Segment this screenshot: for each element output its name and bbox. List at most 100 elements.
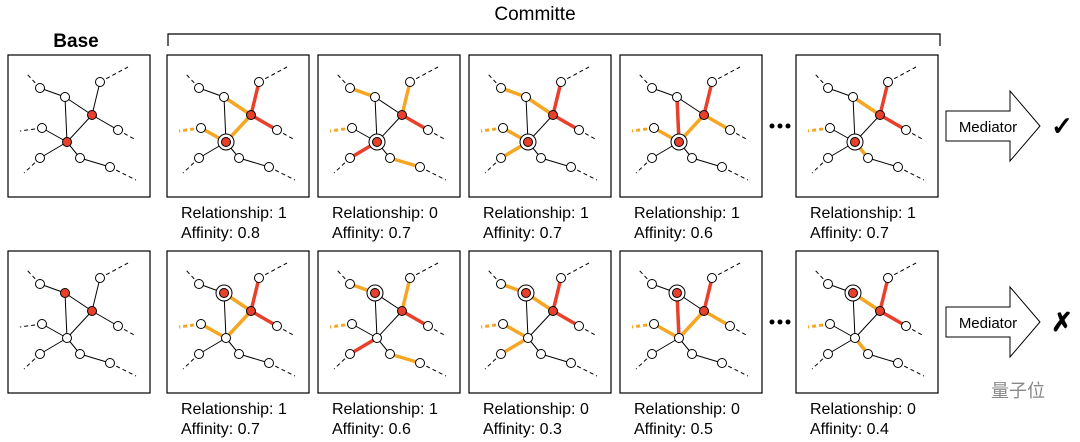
node (194, 83, 204, 93)
edge (500, 336, 529, 356)
node (37, 319, 47, 329)
node (707, 77, 717, 87)
node (35, 349, 45, 359)
ellipsis-dot (769, 319, 775, 325)
node (423, 321, 433, 331)
node (345, 153, 355, 163)
node (347, 319, 357, 329)
node (893, 162, 903, 172)
panel (166, 250, 310, 394)
node (35, 279, 45, 289)
panel (619, 54, 763, 198)
verdict: ✗ (1051, 307, 1073, 337)
node (113, 125, 123, 135)
dashed-edge (570, 166, 598, 181)
node (95, 273, 105, 283)
edge (867, 157, 899, 168)
node (105, 162, 115, 172)
ellipsis-dot (777, 123, 783, 129)
edge (702, 277, 714, 312)
dashed-edge (560, 66, 590, 83)
relationship-label: Relationship: 1 (634, 205, 740, 222)
edge (525, 95, 554, 117)
affinity-label: Affinity: 0.8 (181, 225, 260, 242)
edge (64, 292, 93, 312)
node (113, 321, 123, 331)
edge (238, 353, 270, 364)
node (62, 137, 72, 147)
edge (400, 81, 412, 116)
node (647, 279, 657, 289)
node (246, 306, 256, 316)
ellipsis-dot (777, 319, 783, 325)
node (901, 321, 911, 331)
node (372, 137, 382, 147)
node (556, 273, 566, 283)
node (347, 123, 357, 133)
node (272, 125, 282, 135)
edge (223, 95, 252, 117)
edge (552, 113, 580, 132)
dashed-edge (711, 66, 741, 83)
bracket (167, 33, 941, 46)
edge (827, 337, 856, 355)
edge (703, 309, 731, 328)
node (901, 125, 911, 135)
edge (91, 277, 101, 312)
edge (250, 113, 278, 132)
node (496, 279, 506, 289)
edge (64, 96, 68, 143)
dashed-edge (419, 166, 447, 181)
node (687, 349, 697, 359)
node (674, 137, 684, 147)
node (87, 110, 97, 120)
node (37, 123, 47, 133)
edge (676, 96, 705, 116)
panel (619, 250, 763, 394)
node (647, 83, 657, 93)
dashed-edge (268, 166, 296, 181)
node (850, 333, 860, 343)
edge (527, 310, 554, 339)
edge (691, 353, 723, 364)
edge (400, 277, 412, 312)
relationship-label: Relationship: 1 (181, 401, 287, 418)
edge (64, 292, 68, 339)
dashed-edge (268, 362, 296, 377)
dashed-edge (897, 362, 925, 377)
node (345, 83, 355, 93)
node (536, 153, 546, 163)
panel (468, 54, 612, 198)
edge (389, 156, 421, 169)
affinity-label: Affinity: 0.4 (810, 421, 889, 438)
node (405, 77, 415, 87)
edge (39, 141, 68, 159)
node (521, 288, 531, 298)
affinity-label: Affinity: 0.7 (181, 421, 260, 438)
node (823, 83, 833, 93)
node (272, 321, 282, 331)
node (385, 349, 395, 359)
node (687, 153, 697, 163)
relationship-label: Relationship: 0 (634, 401, 740, 418)
node (825, 123, 835, 133)
node (823, 279, 833, 289)
panel (795, 250, 939, 394)
committee-title: Committe (494, 4, 575, 25)
node (672, 92, 682, 102)
panel (468, 250, 612, 394)
edge (249, 277, 261, 312)
node (875, 110, 885, 120)
node (415, 358, 425, 368)
node (75, 153, 85, 163)
node (264, 162, 274, 172)
panel (317, 250, 461, 394)
affinity-label: Affinity: 0.7 (332, 225, 411, 242)
edge (878, 81, 890, 116)
node (221, 333, 231, 343)
node (536, 349, 546, 359)
edge (91, 81, 101, 116)
panel (317, 54, 461, 198)
node (848, 288, 858, 298)
node (649, 123, 659, 133)
